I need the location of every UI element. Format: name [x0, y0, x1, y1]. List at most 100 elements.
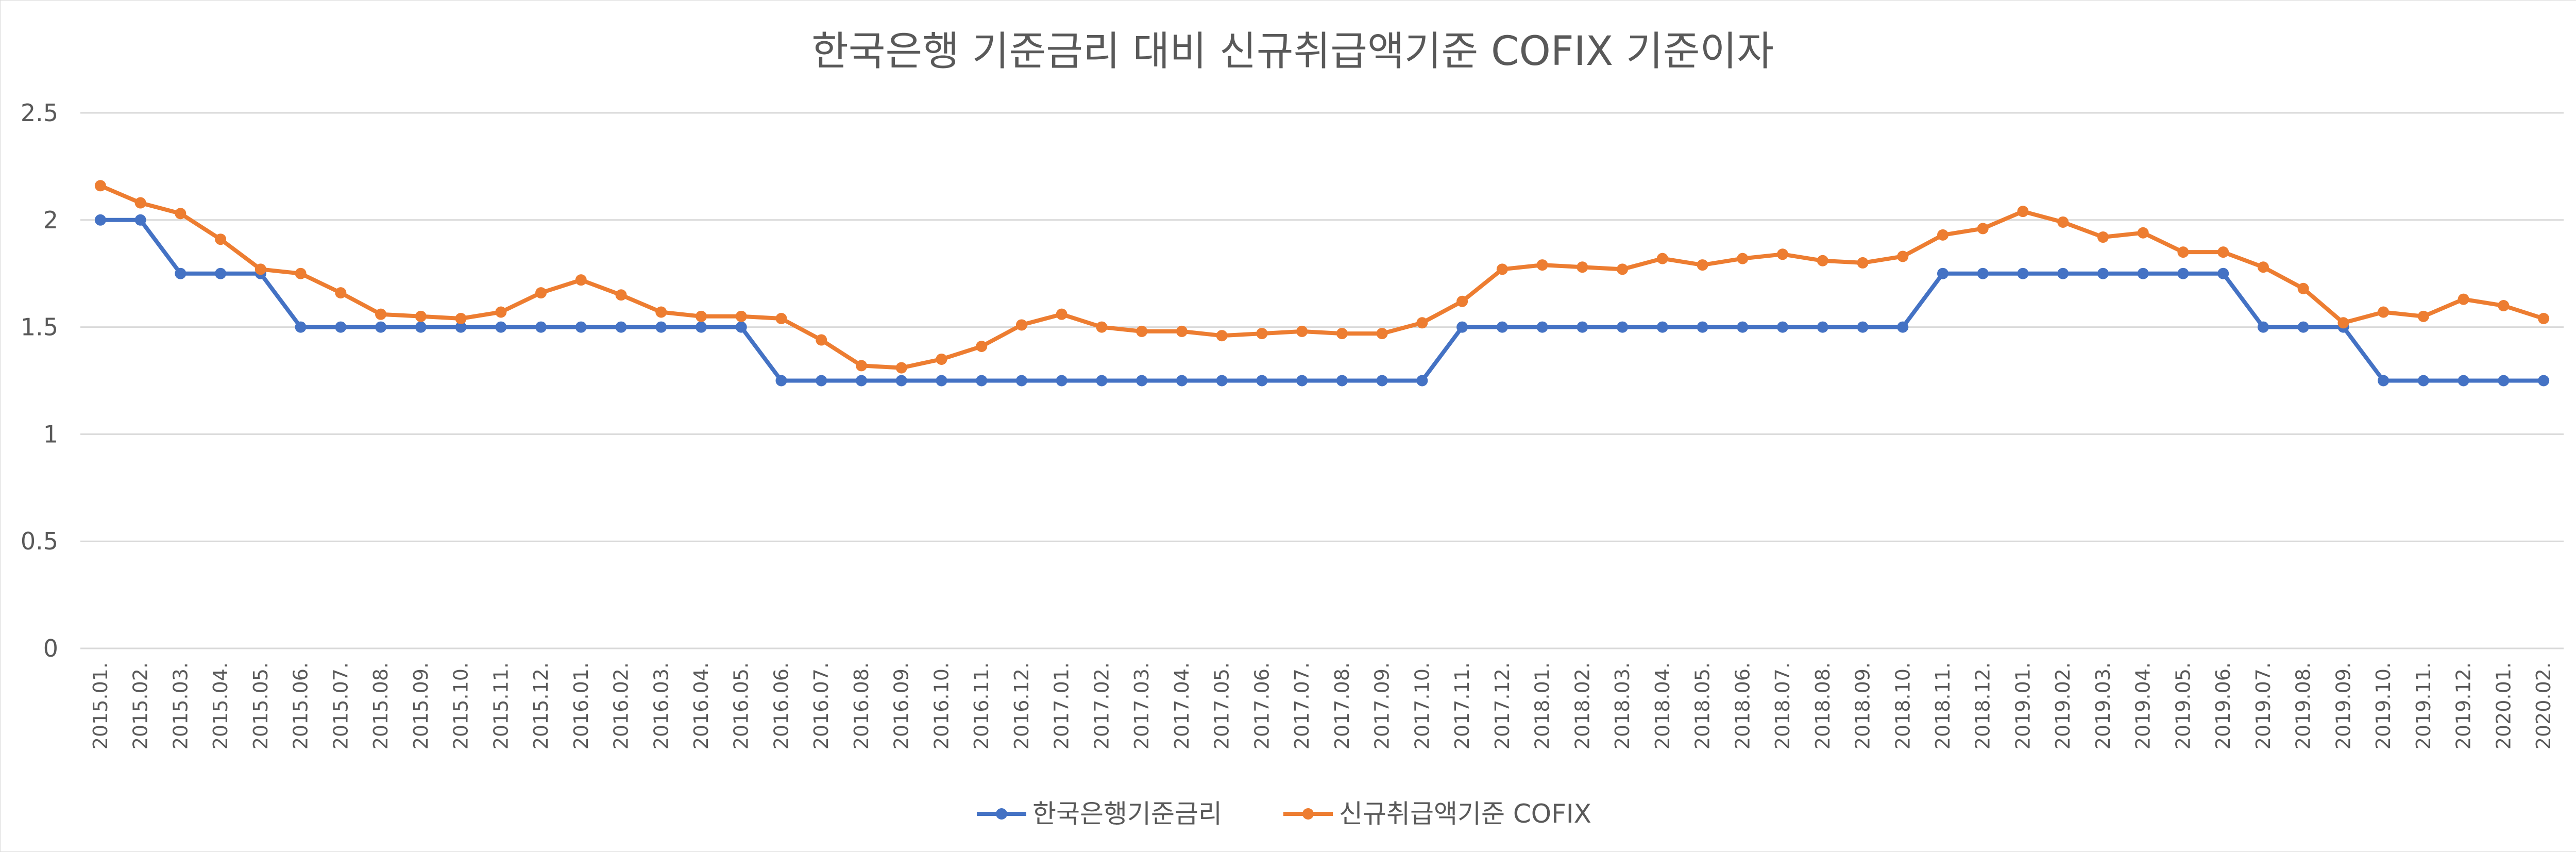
data-point	[1336, 328, 1348, 340]
data-point	[1536, 321, 1548, 333]
data-point	[2498, 375, 2510, 387]
data-point	[1015, 319, 1027, 331]
data-point	[215, 268, 227, 279]
x-tick-label: 2015.01.	[89, 662, 112, 749]
data-point	[1737, 321, 1749, 333]
x-tick-label: 2019.04.	[2132, 662, 2155, 749]
data-point	[895, 375, 907, 387]
x-tick-label: 2015.11.	[489, 662, 512, 749]
data-point	[1777, 321, 1789, 333]
y-tick-label: 1	[43, 420, 58, 448]
legend-label: 신규취급액기준 COFIX	[1339, 799, 1591, 829]
data-point	[2057, 216, 2069, 228]
x-tick-label: 2015.10.	[450, 662, 472, 749]
x-tick-label: 2015.12.	[530, 662, 552, 749]
data-point	[1416, 375, 1428, 387]
x-tick-label: 2015.03.	[169, 662, 192, 749]
data-point	[295, 268, 307, 279]
data-point	[2217, 246, 2229, 258]
data-point	[1656, 321, 1668, 333]
data-point	[1697, 259, 1708, 271]
x-axis-ticks: 2015.01. 2015.02. 2015.03. 2015.04. 2015.05.…	[89, 662, 2555, 749]
data-point	[735, 321, 747, 333]
x-tick-label: 2019.03.	[2092, 662, 2114, 749]
data-point	[2538, 375, 2550, 387]
data-point	[936, 375, 947, 387]
x-tick-label: 2019.09.	[2332, 662, 2354, 749]
data-point	[1376, 328, 1388, 340]
data-point	[1577, 261, 1588, 273]
data-point	[1456, 321, 1468, 333]
data-point	[1136, 325, 1148, 337]
data-point	[495, 321, 507, 333]
x-tick-label: 2018.05.	[1691, 662, 1714, 749]
x-tick-label: 2018.01.	[1531, 662, 1554, 749]
data-point	[1056, 375, 1067, 387]
data-point	[1697, 321, 1708, 333]
data-point	[2378, 375, 2389, 387]
x-tick-label: 2016.04.	[690, 662, 713, 749]
legend-item: 신규취급액기준 COFIX	[1283, 799, 1591, 829]
x-tick-label: 2015.02.	[129, 662, 152, 749]
data-point	[175, 208, 187, 220]
x-tick-label: 2015.08.	[369, 662, 392, 749]
data-point	[335, 287, 347, 299]
x-tick-label: 2017.02.	[1090, 662, 1113, 749]
data-point	[696, 321, 707, 333]
data-point	[415, 321, 427, 333]
data-point	[2217, 268, 2229, 279]
data-point	[2257, 321, 2269, 333]
data-point	[2458, 293, 2469, 305]
y-tick-label: 2	[43, 206, 58, 234]
series-2	[94, 180, 2550, 374]
x-tick-label: 2017.05.	[1211, 662, 1233, 749]
data-point	[134, 214, 146, 226]
x-tick-label: 2020.01.	[2492, 662, 2515, 749]
y-tick-label: 0	[43, 634, 58, 662]
x-tick-label: 2015.07.	[329, 662, 352, 749]
x-tick-label: 2017.01.	[1050, 662, 1073, 749]
data-point	[1216, 375, 1228, 387]
x-tick-label: 2018.02.	[1571, 662, 1594, 749]
data-point	[2017, 268, 2029, 279]
data-point	[1937, 229, 1948, 241]
x-tick-label: 2019.05.	[2172, 662, 2194, 749]
data-point	[255, 263, 266, 275]
data-point	[1817, 255, 1828, 266]
x-tick-label: 2018.08.	[1811, 662, 1834, 749]
y-tick-label: 0.5	[21, 527, 58, 555]
x-tick-label: 2016.05.	[730, 662, 753, 749]
x-tick-label: 2016.01.	[570, 662, 592, 749]
x-tick-label: 2018.12.	[1972, 662, 1994, 749]
data-point	[2097, 268, 2109, 279]
data-point	[615, 321, 627, 333]
legend-item: 한국은행기준금리	[977, 799, 1222, 829]
data-point	[2417, 375, 2429, 387]
y-tick-label: 1.5	[21, 313, 58, 341]
data-point	[2137, 268, 2149, 279]
x-tick-label: 2020.02.	[2532, 662, 2555, 749]
data-point	[2337, 317, 2349, 329]
series-1	[94, 214, 2550, 387]
data-point	[2057, 268, 2069, 279]
data-point	[895, 362, 907, 374]
x-tick-label: 2018.03.	[1611, 662, 1634, 749]
data-point	[2378, 306, 2389, 318]
data-point	[976, 341, 988, 353]
data-point	[375, 321, 387, 333]
data-point	[855, 375, 867, 387]
x-tick-label: 2019.11.	[2412, 662, 2435, 749]
data-point	[775, 312, 787, 324]
data-point	[2297, 321, 2309, 333]
data-point	[1857, 321, 1869, 333]
x-tick-label: 2018.10.	[1891, 662, 1914, 749]
data-point	[2538, 312, 2550, 324]
x-tick-label: 2019.08.	[2292, 662, 2315, 749]
data-point	[455, 312, 467, 324]
x-tick-label: 2017.11.	[1451, 662, 1473, 749]
x-tick-label: 2019.07.	[2252, 662, 2275, 749]
x-tick-label: 2018.11.	[1931, 662, 1954, 749]
data-point	[1176, 325, 1188, 337]
data-point	[2297, 282, 2309, 294]
